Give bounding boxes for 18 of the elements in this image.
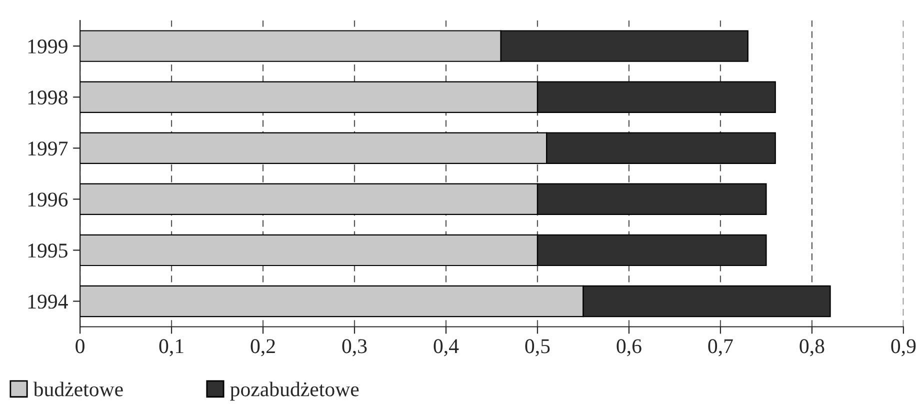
y-tick-label: 1995 <box>28 244 68 258</box>
x-tick-label: 0,4 <box>434 339 459 356</box>
x-tick-label: 0,5 <box>525 339 550 356</box>
y-tick-label: 1999 <box>28 40 68 54</box>
x-tick-label: 0,2 <box>250 339 275 356</box>
legend-label: budżetowe <box>33 382 123 396</box>
y-tick-label: 1998 <box>28 90 68 105</box>
y-tick-label: 1996 <box>28 192 68 207</box>
x-tick-label: 0,1 <box>159 339 184 356</box>
legend-label: pozabudżetowe <box>230 382 359 401</box>
y-tick-label: 1994 <box>28 294 68 309</box>
x-tick-label: 0,6 <box>616 339 642 356</box>
x-tick-label: 0,8 <box>800 339 824 356</box>
x-tick-label: 0,9 <box>891 339 916 356</box>
x-tick-label: 0,7 <box>708 339 733 356</box>
x-tick-label: 0,3 <box>342 339 367 356</box>
y-tick-label: 1997 <box>28 142 68 156</box>
x-tick-label: 0 <box>76 339 84 354</box>
